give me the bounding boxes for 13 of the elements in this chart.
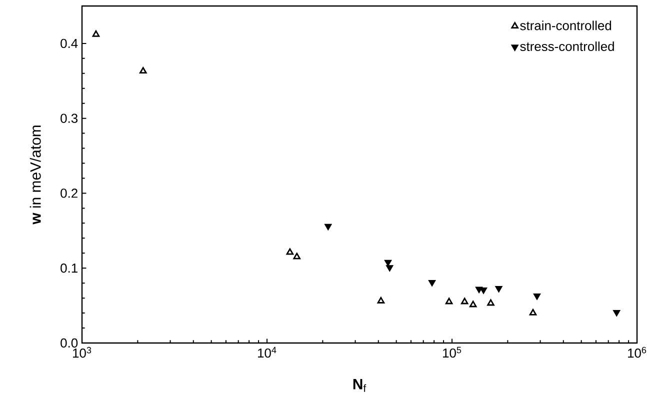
y-tick-label: 0.4 <box>60 38 78 48</box>
legend-label: strain-controlled <box>520 20 612 30</box>
y-tick-label: 0.3 <box>60 114 78 123</box>
x-tick-label: 10$^{3}$ <box>73 346 92 358</box>
y-tick-label: 0.2 <box>60 188 78 198</box>
y-axis-title: w in meV/atom <box>30 126 41 224</box>
y-tick-label: 0.0 <box>60 338 78 348</box>
x-tick-label: 10$^{4}$ <box>258 346 276 358</box>
y-tick-label: 0.1 <box>60 264 78 273</box>
x-tick-label: 10$^{6}$ <box>628 346 646 358</box>
x-axis-title: N$_{f}$ <box>353 378 366 392</box>
legend-label: stress-controlled <box>520 42 614 52</box>
x-tick-label: 10$^{5}$ <box>443 346 462 358</box>
